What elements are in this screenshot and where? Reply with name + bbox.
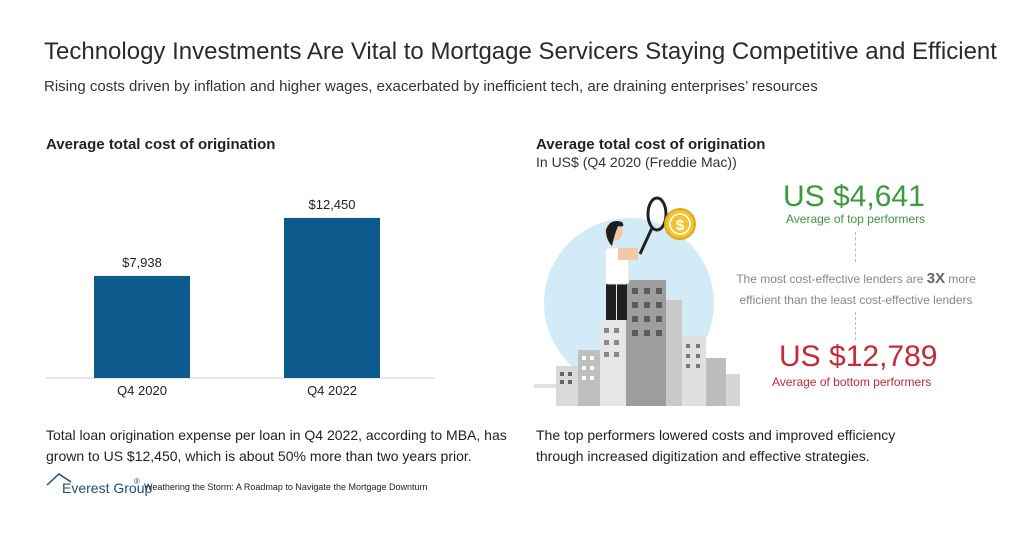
right-panel-heading: Average total cost of origination: [536, 136, 766, 153]
right-note: The top performers lowered costs and imp…: [536, 427, 896, 464]
footer-source: Weathering the Storm: A Roadmap to Navig…: [144, 482, 428, 492]
compare-text-post: more efficient than the least cost-effec…: [739, 272, 976, 307]
cost-bar-chart: $7,938 Q4 2020 $12,450 Q4 2022: [46, 197, 435, 398]
everest-group-mountain-icon: [46, 473, 72, 486]
page-title: Technology Investments Are Vital to Mort…: [44, 38, 997, 65]
compare-multiplier: 3X: [926, 270, 946, 287]
top-performers-label: Average of top performers: [786, 212, 926, 226]
data-label-q4-2022: $12,450: [309, 197, 356, 212]
divider-top: [855, 232, 856, 262]
page-subtitle: Rising costs driven by inflation and hig…: [44, 78, 818, 95]
x-tick-label-q4-2022: Q4 2022: [307, 383, 357, 398]
efficiency-comparison: The most cost-effective lenders are 3X m…: [716, 268, 996, 311]
logo-text: Everest Group: [62, 480, 153, 496]
divider-bottom: [855, 312, 856, 340]
bar-q4-2022: [284, 217, 380, 378]
compare-text-pre: The most cost-effective lenders are: [736, 272, 927, 286]
bottom-performers-value: US $12,789: [779, 340, 938, 373]
svg-text:$: $: [676, 217, 685, 234]
woman-with-magnifying-glass-on-city-icon: $: [534, 196, 740, 406]
left-chart-heading: Average total cost of origination: [46, 136, 276, 153]
data-label-q4-2020: $7,938: [122, 255, 162, 270]
bottom-performers-label: Average of bottom performers: [772, 375, 932, 389]
x-tick-label-q4-2020: Q4 2020: [117, 383, 167, 398]
top-performers-value: US $4,641: [783, 180, 925, 213]
bar-q4-2020: [94, 275, 190, 378]
logo-registered-mark: ®: [134, 477, 140, 486]
right-panel-subheading: In US$ (Q4 2020 (Freddie Mac)): [536, 154, 737, 170]
left-note: Total loan origination expense per loan …: [46, 427, 507, 464]
